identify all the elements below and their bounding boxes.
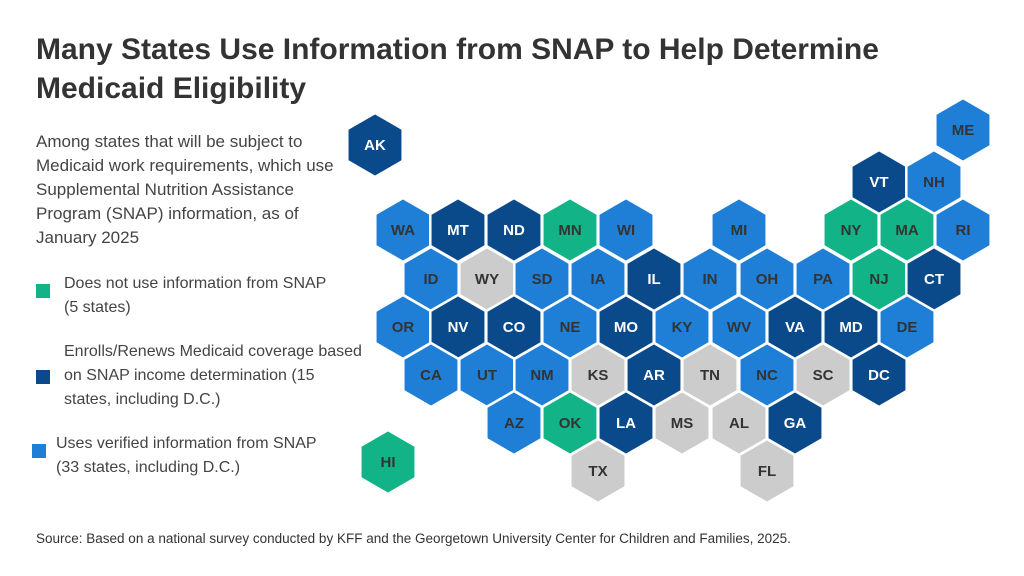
state-hex-mo: MO <box>597 293 655 361</box>
state-hex-ak: AK <box>346 111 404 179</box>
state-label: ME <box>952 122 975 139</box>
state-label: MO <box>614 319 638 336</box>
state-label: LA <box>616 415 636 432</box>
state-label: AZ <box>504 415 524 432</box>
state-label: NH <box>923 174 945 191</box>
state-label: VT <box>869 174 888 191</box>
state-label: SD <box>532 271 553 288</box>
state-label: OR <box>392 319 415 336</box>
state-hex-nj: NJ <box>850 245 908 313</box>
state-label: MT <box>447 222 469 239</box>
legend-swatch-blue <box>32 444 46 458</box>
hex-shape <box>934 196 992 264</box>
legend-swatch-green <box>36 284 50 298</box>
state-label: NJ <box>869 271 888 288</box>
state-label: MN <box>558 222 581 239</box>
state-label: KS <box>588 367 609 384</box>
state-label: DC <box>868 367 890 384</box>
state-hex-tn: TN <box>681 341 739 409</box>
state-label: ID <box>424 271 439 288</box>
hex-shape <box>359 428 417 496</box>
state-hex-hi: HI <box>359 428 417 496</box>
state-hex-ms: MS <box>653 389 711 457</box>
state-label: KY <box>672 319 693 336</box>
state-label: NM <box>530 367 553 384</box>
state-label: FL <box>758 463 776 480</box>
state-hex-ct: CT <box>905 245 963 313</box>
state-label: AK <box>364 137 386 154</box>
state-label: ND <box>503 222 525 239</box>
state-label: NC <box>756 367 778 384</box>
state-label: CT <box>924 271 944 288</box>
state-label: TX <box>588 463 607 480</box>
hex-shape <box>738 437 796 505</box>
state-label: RI <box>956 222 971 239</box>
state-label: IL <box>647 271 660 288</box>
state-label: NV <box>448 319 469 336</box>
state-hex-sc: SC <box>794 341 852 409</box>
state-hex-ri: RI <box>934 196 992 264</box>
state-label: TN <box>700 367 720 384</box>
state-label: UT <box>477 367 497 384</box>
state-label: HI <box>381 454 396 471</box>
chart-title: Many States Use Information from SNAP to… <box>36 33 879 105</box>
legend-swatch-navy <box>36 370 50 384</box>
state-label: MS <box>671 415 694 432</box>
state-label: AR <box>643 367 665 384</box>
state-label: VA <box>785 319 805 336</box>
state-label: WY <box>475 271 499 288</box>
state-hex-in: IN <box>681 245 739 313</box>
source-note: Source: Based on a national survey condu… <box>36 531 791 546</box>
state-hex-dc: DC <box>850 341 908 409</box>
state-hex-tx: TX <box>569 437 627 505</box>
legend-label: Uses verified information from SNAP (33 … <box>56 435 317 476</box>
state-label: CA <box>420 367 442 384</box>
state-label: MD <box>839 319 862 336</box>
hex-shape <box>934 96 992 164</box>
state-label: GA <box>784 415 807 432</box>
state-hex-ky: KY <box>653 293 711 361</box>
state-hex-az: AZ <box>485 389 543 457</box>
state-label: DE <box>897 319 918 336</box>
state-label: WA <box>391 222 415 239</box>
state-label: NE <box>560 319 581 336</box>
state-label: MA <box>895 222 918 239</box>
state-hex-ga: GA <box>766 389 824 457</box>
state-label: AL <box>729 415 749 432</box>
chart-subtitle: Among states that will be subject to Med… <box>36 132 334 247</box>
state-label: SC <box>813 367 834 384</box>
state-hex-nm: NM <box>513 341 571 409</box>
state-label: IN <box>703 271 718 288</box>
state-hex-wi: WI <box>597 196 655 264</box>
state-label: WI <box>617 222 635 239</box>
legend-label: Does not use information from SNAP (5 st… <box>64 275 327 316</box>
state-label: OH <box>756 271 779 288</box>
state-label: CO <box>503 319 526 336</box>
hex-shape <box>653 389 711 457</box>
state-label: PA <box>813 271 833 288</box>
hex-shape <box>850 341 908 409</box>
hex-shape <box>346 111 404 179</box>
state-hex-me: ME <box>934 96 992 164</box>
state-label: NY <box>841 222 862 239</box>
state-label: OK <box>559 415 582 432</box>
state-label: WV <box>727 319 751 336</box>
state-hex-fl: FL <box>738 437 796 505</box>
hex-shape <box>569 437 627 505</box>
legend-label: Enrolls/Renews Medicaid coverage based o… <box>64 343 362 408</box>
state-label: MI <box>731 222 748 239</box>
state-hex-ca: CA <box>402 341 460 409</box>
state-label: IA <box>591 271 606 288</box>
